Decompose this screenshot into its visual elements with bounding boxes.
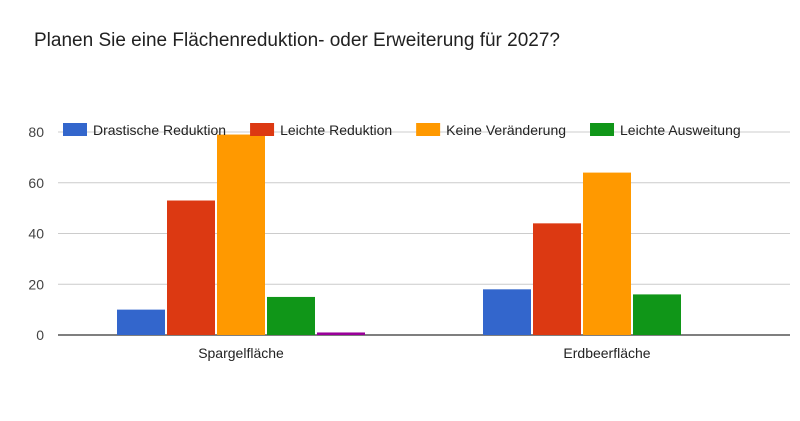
legend: Drastische Reduktion Leichte Reduktion Kei…	[63, 122, 741, 138]
legend-swatch	[63, 123, 87, 136]
legend-label: Leichte Ausweitung	[620, 122, 741, 138]
bars	[117, 134, 681, 335]
legend-label: Drastische Reduktion	[93, 122, 226, 138]
legend-label: Keine Veränderung	[446, 122, 566, 138]
legend-swatch	[590, 123, 615, 136]
y-axis-ticks: 0 20 40 60 80	[28, 124, 44, 343]
bar[interactable]	[217, 134, 265, 335]
legend-label: Leichte Reduktion	[280, 122, 392, 138]
y-tick-label: 0	[36, 327, 44, 343]
x-axis: Spargelfläche Erdbeerfläche	[198, 345, 651, 361]
y-tick-label: 60	[28, 175, 44, 191]
bar[interactable]	[583, 172, 631, 335]
x-tick-label: Erdbeerfläche	[563, 345, 650, 361]
legend-swatch	[250, 123, 275, 136]
bar[interactable]	[267, 296, 315, 335]
bar[interactable]	[317, 332, 365, 335]
chart-title: Planen Sie eine Flächenreduktion- oder E…	[34, 30, 560, 51]
bar[interactable]	[483, 289, 531, 335]
y-tick-label: 20	[28, 276, 44, 292]
bar[interactable]	[117, 309, 165, 335]
legend-swatch	[416, 123, 441, 136]
bar[interactable]	[533, 223, 581, 335]
y-tick-label: 40	[28, 226, 44, 242]
bar[interactable]	[633, 294, 681, 335]
bar[interactable]	[167, 200, 215, 335]
x-tick-label: Spargelfläche	[198, 345, 284, 361]
y-tick-label: 80	[28, 124, 44, 140]
